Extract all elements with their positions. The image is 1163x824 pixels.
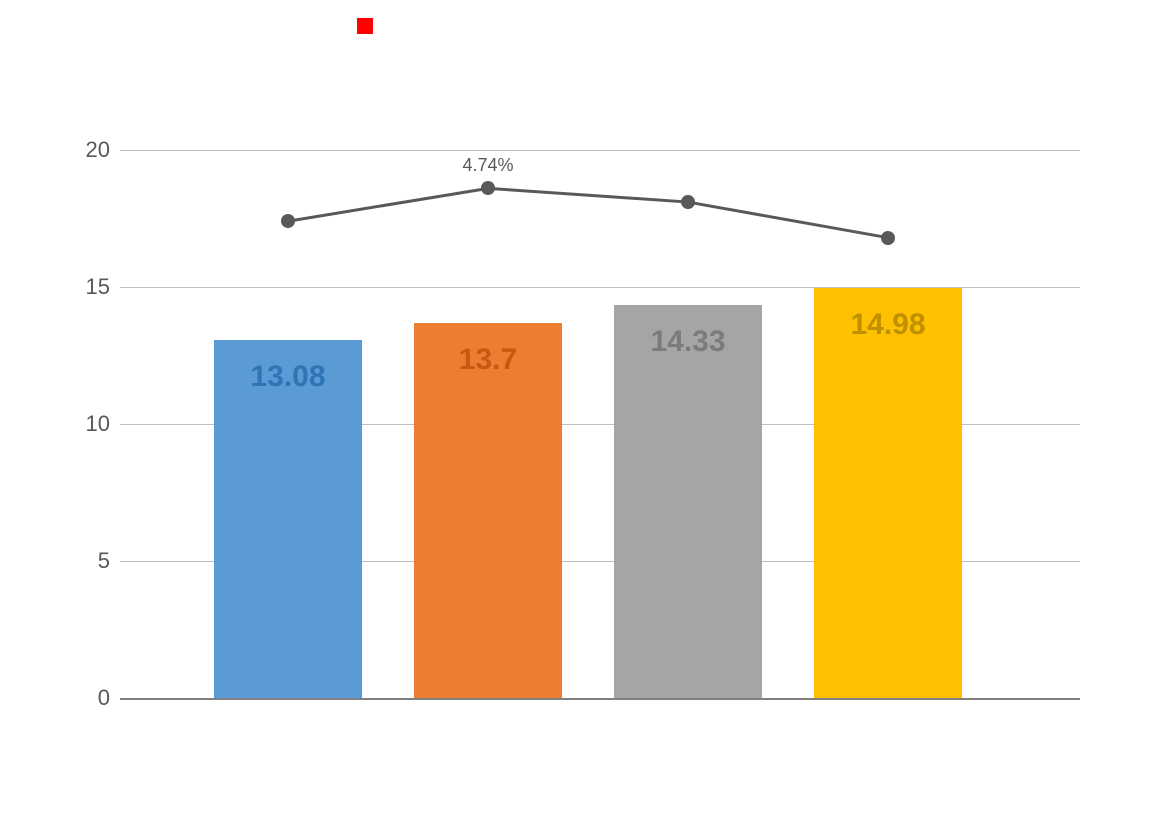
line-marker bbox=[481, 181, 495, 195]
bar-value-label: 13.7 bbox=[414, 343, 562, 377]
bar bbox=[614, 305, 762, 698]
y-tick-label: 0 bbox=[50, 685, 110, 711]
y-tick-label: 15 bbox=[50, 274, 110, 300]
line-marker bbox=[881, 231, 895, 245]
legend-marker bbox=[357, 18, 373, 34]
y-tick-label: 10 bbox=[50, 411, 110, 437]
line-value-label: 4.74% bbox=[462, 155, 513, 176]
line-path bbox=[288, 188, 888, 237]
bar-value-label: 14.33 bbox=[614, 325, 762, 359]
y-tick-label: 20 bbox=[50, 137, 110, 163]
bar bbox=[414, 323, 562, 698]
bar-value-label: 14.98 bbox=[814, 308, 962, 342]
y-tick-label: 5 bbox=[50, 548, 110, 574]
line-marker bbox=[281, 214, 295, 228]
bar bbox=[814, 288, 962, 698]
bar-value-label: 13.08 bbox=[214, 360, 362, 394]
gridline bbox=[120, 150, 1080, 151]
line-marker bbox=[681, 195, 695, 209]
plot-area: 13.08 13.7 14.33 14.98 4.74% bbox=[120, 150, 1080, 698]
gridline bbox=[120, 698, 1080, 700]
